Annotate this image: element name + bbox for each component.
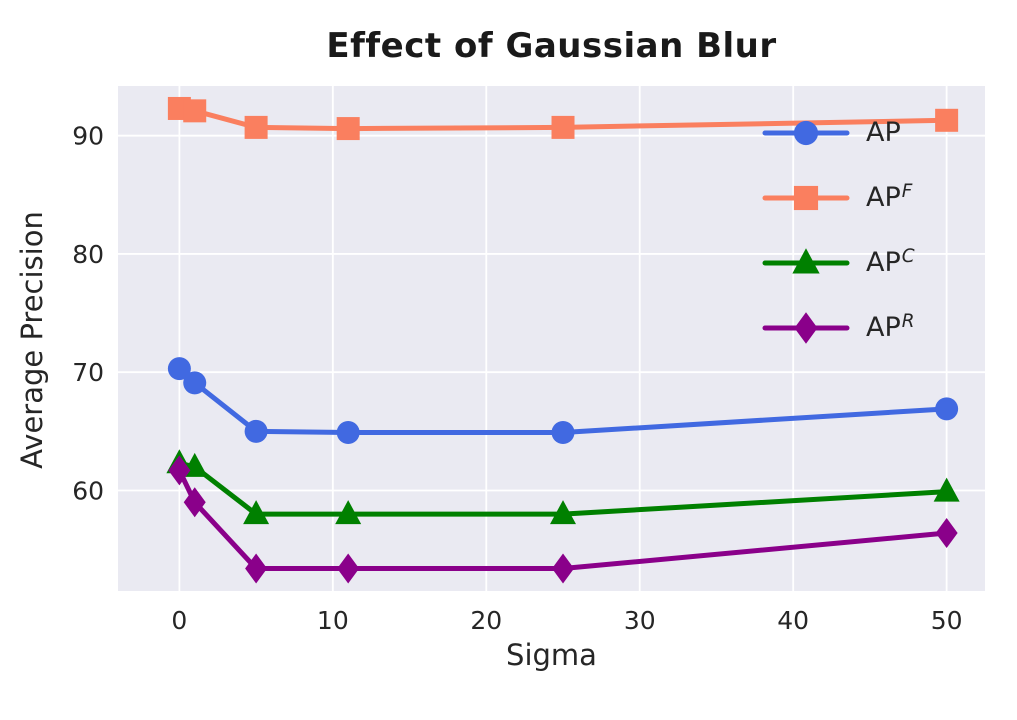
marker-triangle-apc xyxy=(335,500,362,525)
legend-label-ap: AP xyxy=(866,117,901,148)
marker-diamond-apr xyxy=(337,553,360,584)
x-tick-label: 50 xyxy=(931,606,963,635)
legend-item-ap: AP xyxy=(762,100,915,165)
legend-diamond-icon xyxy=(762,311,850,344)
marker-triangle-legend-apc xyxy=(792,247,820,273)
marker-circle-ap xyxy=(336,421,360,445)
x-tick-label: 20 xyxy=(470,606,502,635)
x-tick-label: 10 xyxy=(317,606,349,635)
y-tick-label: 90 xyxy=(72,122,104,151)
legend-circle-icon xyxy=(762,120,850,145)
legend-label-apc: APC xyxy=(866,246,915,279)
legend-item-apr: APR xyxy=(762,295,915,360)
marker-circle-ap xyxy=(244,419,268,443)
marker-triangle-apc xyxy=(243,500,270,525)
legend: AP APF APC APR xyxy=(762,100,915,360)
legend-label-apr: APR xyxy=(866,311,915,344)
marker-square-apf xyxy=(183,99,207,123)
marker-diamond-apr xyxy=(552,553,575,584)
y-tick-label: 80 xyxy=(72,240,104,269)
x-tick-label: 30 xyxy=(624,606,656,635)
marker-diamond-legend-apr xyxy=(794,311,818,344)
y-tick-label: 70 xyxy=(72,358,104,387)
plot-background xyxy=(118,86,985,591)
marker-square-apf xyxy=(935,108,959,132)
chart-title: Effect of Gaussian Blur xyxy=(326,26,777,66)
legend-item-apc: APC xyxy=(762,230,915,295)
x-tick-label: 40 xyxy=(777,606,809,635)
marker-triangle-apc xyxy=(550,500,577,525)
legend-label-apf: APF xyxy=(866,181,913,214)
x-axis-label: Sigma xyxy=(506,638,597,672)
marker-square-apf xyxy=(336,117,360,141)
marker-square-apf xyxy=(244,115,268,139)
marker-circle-ap xyxy=(551,421,575,445)
marker-square-legend-apf xyxy=(793,185,819,210)
marker-circle-ap xyxy=(167,357,191,381)
marker-diamond-apr xyxy=(245,553,268,584)
marker-circle-ap xyxy=(935,397,959,421)
x-tick-label: 0 xyxy=(171,606,187,635)
marker-circle-ap xyxy=(183,371,207,395)
legend-square-icon xyxy=(762,185,850,210)
y-tick-label: 60 xyxy=(72,476,104,505)
marker-diamond-apr xyxy=(935,518,958,549)
marker-square-apf xyxy=(551,115,575,139)
legend-item-apf: APF xyxy=(762,165,915,230)
marker-circle-legend-ap xyxy=(793,120,819,145)
marker-diamond-apr xyxy=(183,487,206,518)
marker-triangle-apc xyxy=(933,477,960,502)
legend-triangle-icon xyxy=(762,247,850,273)
marker-diamond-apr xyxy=(168,455,191,486)
